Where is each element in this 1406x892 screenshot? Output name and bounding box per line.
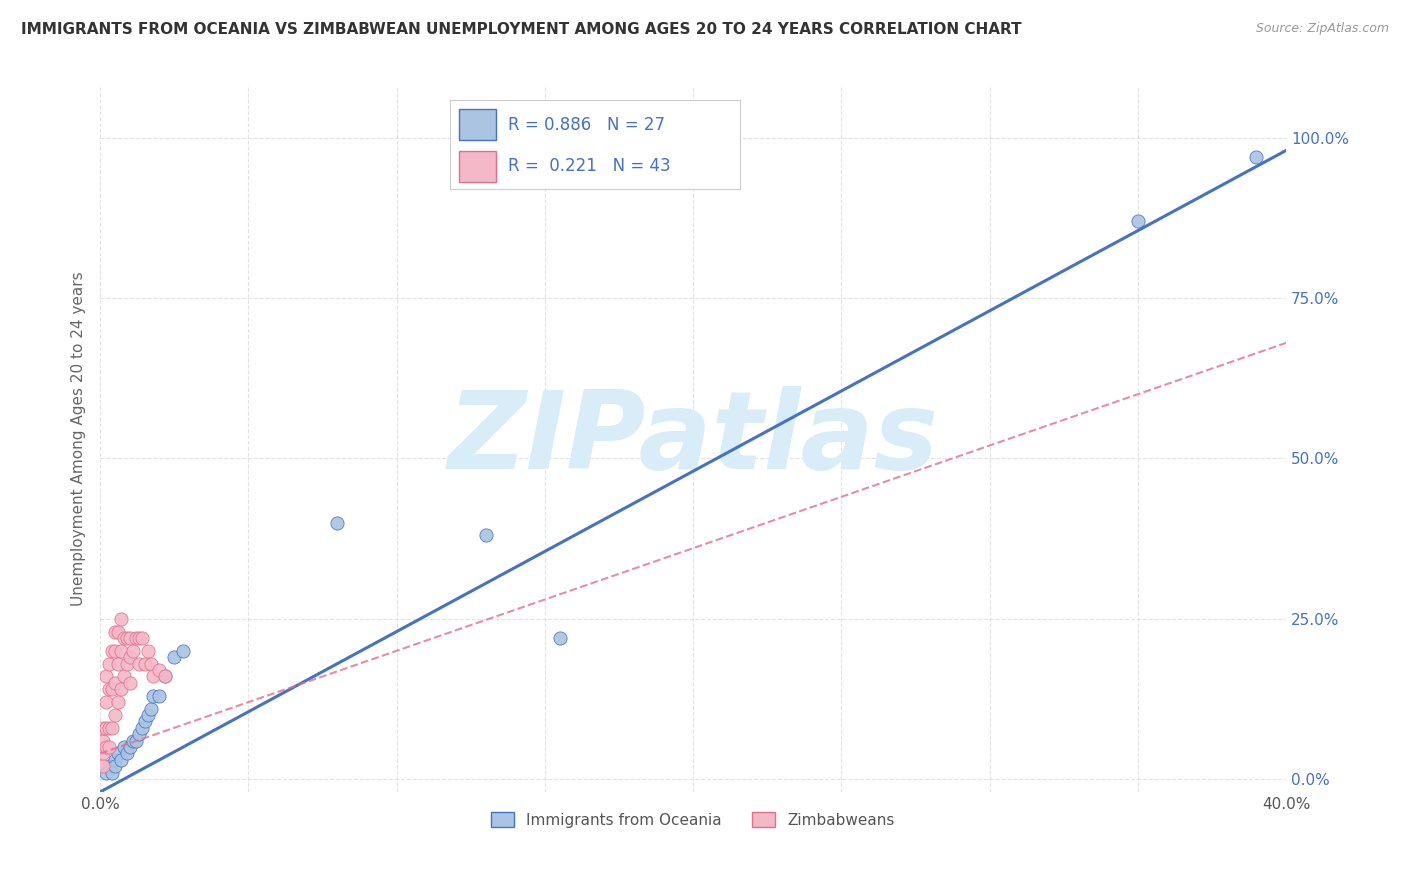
Point — [101, 644, 124, 658]
Point — [101, 721, 124, 735]
Point — [128, 657, 150, 671]
Point — [131, 721, 153, 735]
Point — [101, 765, 124, 780]
Point — [91, 721, 114, 735]
Point — [136, 644, 159, 658]
Point — [121, 644, 143, 658]
Point — [1246, 150, 1268, 164]
Text: ZIPatlas: ZIPatlas — [447, 386, 939, 492]
Point — [142, 669, 165, 683]
Point — [548, 631, 571, 645]
Point — [118, 631, 141, 645]
Point — [94, 669, 117, 683]
Point — [125, 631, 148, 645]
Point — [104, 753, 127, 767]
Point — [134, 714, 156, 729]
Point — [94, 765, 117, 780]
Y-axis label: Unemployment Among Ages 20 to 24 years: Unemployment Among Ages 20 to 24 years — [72, 272, 86, 607]
Point — [107, 747, 129, 761]
Point — [115, 657, 138, 671]
Point — [112, 740, 135, 755]
Text: IMMIGRANTS FROM OCEANIA VS ZIMBABWEAN UNEMPLOYMENT AMONG AGES 20 TO 24 YEARS COR: IMMIGRANTS FROM OCEANIA VS ZIMBABWEAN UN… — [21, 22, 1022, 37]
Point — [125, 733, 148, 747]
Point — [128, 727, 150, 741]
Point — [98, 759, 121, 773]
Point — [118, 650, 141, 665]
Point — [139, 657, 162, 671]
Point — [98, 721, 121, 735]
Point — [112, 631, 135, 645]
Point — [139, 701, 162, 715]
Point — [107, 624, 129, 639]
Point — [98, 657, 121, 671]
Point — [148, 689, 170, 703]
Point — [107, 657, 129, 671]
Point — [110, 612, 132, 626]
Point — [91, 759, 114, 773]
Point — [98, 682, 121, 697]
Point — [118, 676, 141, 690]
Point — [163, 650, 186, 665]
Point — [155, 669, 177, 683]
Point — [326, 516, 349, 530]
Point — [94, 721, 117, 735]
Point — [142, 689, 165, 703]
Point — [118, 740, 141, 755]
Point — [104, 759, 127, 773]
Point — [94, 695, 117, 709]
Point — [134, 657, 156, 671]
Point — [155, 669, 177, 683]
Point — [107, 695, 129, 709]
Point — [110, 753, 132, 767]
Point — [104, 644, 127, 658]
Point — [131, 631, 153, 645]
Point — [115, 631, 138, 645]
Legend: Immigrants from Oceania, Zimbabweans: Immigrants from Oceania, Zimbabweans — [485, 805, 901, 834]
Point — [110, 682, 132, 697]
Point — [101, 682, 124, 697]
Text: Source: ZipAtlas.com: Source: ZipAtlas.com — [1256, 22, 1389, 36]
Point — [91, 733, 114, 747]
Point — [1126, 214, 1149, 228]
Point — [148, 663, 170, 677]
Point — [121, 733, 143, 747]
Point — [128, 631, 150, 645]
Point — [98, 740, 121, 755]
Point — [112, 669, 135, 683]
Point — [91, 747, 114, 761]
Point — [104, 624, 127, 639]
Point — [136, 708, 159, 723]
Point — [172, 644, 194, 658]
Point — [104, 708, 127, 723]
Point — [115, 747, 138, 761]
Point — [110, 644, 132, 658]
Point — [94, 740, 117, 755]
Point — [474, 528, 496, 542]
Point — [104, 676, 127, 690]
